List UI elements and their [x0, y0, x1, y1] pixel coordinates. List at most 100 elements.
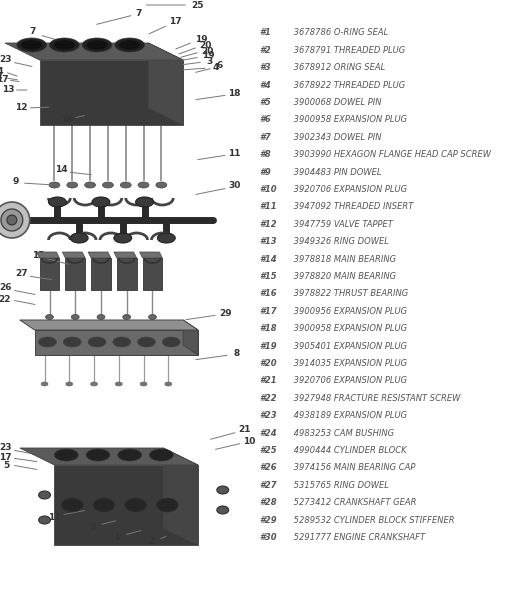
Polygon shape [5, 43, 183, 60]
Ellipse shape [54, 40, 75, 50]
Text: #6: #6 [259, 116, 271, 124]
Text: 27: 27 [16, 270, 28, 278]
Ellipse shape [158, 233, 175, 243]
Ellipse shape [217, 506, 229, 514]
Text: #7: #7 [259, 133, 271, 142]
Ellipse shape [149, 314, 157, 320]
Text: 3974156 MAIN BEARING CAP: 3974156 MAIN BEARING CAP [291, 464, 415, 473]
Ellipse shape [119, 40, 140, 50]
Text: 3900958 EXPANSION PLUG: 3900958 EXPANSION PLUG [291, 324, 407, 333]
Text: 19: 19 [202, 51, 214, 61]
Ellipse shape [93, 498, 115, 512]
Text: 24: 24 [0, 67, 4, 77]
Text: 3978822 THRUST BEARING: 3978822 THRUST BEARING [291, 290, 408, 299]
Ellipse shape [156, 182, 167, 188]
Polygon shape [149, 43, 183, 125]
Ellipse shape [125, 498, 147, 512]
Ellipse shape [67, 182, 77, 188]
Text: #2: #2 [259, 46, 271, 55]
Ellipse shape [38, 337, 57, 347]
Text: 23: 23 [0, 55, 12, 64]
Text: 5315765 RING DOWEL: 5315765 RING DOWEL [291, 481, 389, 490]
Polygon shape [114, 252, 137, 258]
Text: #5: #5 [259, 98, 271, 107]
Text: #25: #25 [259, 446, 277, 455]
Text: 4990444 CYLINDER BLOCK: 4990444 CYLINDER BLOCK [291, 446, 407, 455]
Ellipse shape [138, 182, 149, 188]
Ellipse shape [70, 233, 88, 243]
Ellipse shape [118, 449, 141, 461]
Ellipse shape [88, 337, 106, 347]
Ellipse shape [102, 182, 113, 188]
Text: 13: 13 [0, 74, 2, 83]
Text: #14: #14 [259, 255, 277, 264]
Text: #26: #26 [259, 464, 277, 473]
Text: #30: #30 [259, 533, 277, 542]
Text: #8: #8 [259, 150, 271, 159]
Text: 3902343 DOWEL PIN: 3902343 DOWEL PIN [291, 133, 382, 142]
Text: 16: 16 [61, 116, 73, 124]
FancyBboxPatch shape [66, 258, 85, 290]
FancyBboxPatch shape [91, 258, 111, 290]
Text: #22: #22 [259, 394, 277, 403]
Text: 4938189 EXPANSION PLUG: 4938189 EXPANSION PLUG [291, 411, 407, 420]
Polygon shape [40, 60, 183, 125]
Ellipse shape [61, 498, 83, 512]
Ellipse shape [86, 40, 108, 50]
Text: 17: 17 [0, 76, 8, 84]
Text: #18: #18 [259, 324, 277, 333]
Text: #11: #11 [259, 202, 277, 211]
Ellipse shape [115, 382, 122, 386]
Text: #1: #1 [259, 28, 271, 37]
Ellipse shape [113, 337, 131, 347]
Text: 5: 5 [89, 523, 95, 532]
Text: #19: #19 [259, 342, 277, 350]
Text: 3903990 HEXAGON FLANGE HEAD CAP SCREW: 3903990 HEXAGON FLANGE HEAD CAP SCREW [291, 150, 491, 159]
Ellipse shape [63, 337, 81, 347]
Text: 3978818 MAIN BEARING: 3978818 MAIN BEARING [291, 255, 396, 264]
Polygon shape [183, 320, 198, 355]
Ellipse shape [66, 382, 73, 386]
Text: 4983253 CAM BUSHING: 4983253 CAM BUSHING [291, 428, 394, 438]
Text: 3678922 THREADED PLUG: 3678922 THREADED PLUG [291, 81, 405, 90]
Text: 5291777 ENGINE CRANKSHAFT: 5291777 ENGINE CRANKSHAFT [291, 533, 425, 542]
Polygon shape [20, 320, 198, 330]
Text: 18: 18 [228, 88, 241, 97]
Ellipse shape [138, 337, 155, 347]
Text: 5289532 CYLINDER BLOCK STIFFENER: 5289532 CYLINDER BLOCK STIFFENER [291, 516, 454, 525]
Polygon shape [163, 448, 198, 545]
Ellipse shape [92, 197, 110, 207]
FancyBboxPatch shape [117, 258, 137, 290]
Ellipse shape [149, 449, 173, 461]
Text: #20: #20 [259, 359, 277, 368]
Ellipse shape [140, 382, 147, 386]
Text: #12: #12 [259, 220, 277, 229]
Text: 3900068 DOWEL PIN: 3900068 DOWEL PIN [291, 98, 382, 107]
Text: 29: 29 [219, 309, 232, 317]
Ellipse shape [7, 215, 17, 225]
Text: 2: 2 [148, 537, 154, 546]
Polygon shape [36, 252, 59, 258]
Text: 12: 12 [16, 103, 28, 113]
Text: 7: 7 [30, 28, 36, 37]
Ellipse shape [49, 182, 60, 188]
Text: #16: #16 [259, 290, 277, 299]
Text: #29: #29 [259, 516, 277, 525]
Text: 4: 4 [213, 63, 219, 71]
Text: 3: 3 [207, 57, 213, 65]
Ellipse shape [82, 38, 112, 52]
Text: #21: #21 [259, 376, 277, 385]
Ellipse shape [85, 182, 96, 188]
Polygon shape [20, 448, 198, 465]
Ellipse shape [48, 197, 67, 207]
Text: 15: 15 [32, 251, 45, 261]
Text: 3920706 EXPANSION PLUG: 3920706 EXPANSION PLUG [291, 376, 407, 385]
FancyBboxPatch shape [40, 258, 59, 290]
Text: 7: 7 [135, 8, 142, 18]
Text: 3978820 MAIN BEARING: 3978820 MAIN BEARING [291, 272, 396, 281]
Text: 19: 19 [194, 35, 207, 44]
Text: #27: #27 [259, 481, 277, 490]
Ellipse shape [21, 40, 43, 50]
Text: 21: 21 [238, 425, 251, 434]
Ellipse shape [165, 382, 172, 386]
